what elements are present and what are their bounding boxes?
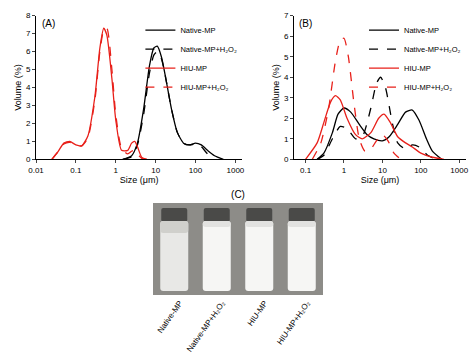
svg-text:Volume (%): Volume (%) (271, 64, 281, 111)
svg-text:1000: 1000 (226, 166, 244, 175)
svg-text:0: 0 (26, 155, 31, 164)
svg-text:10: 10 (151, 166, 160, 175)
svg-text:Native-MP+H₂O₂: Native-MP+H₂O₂ (180, 45, 237, 54)
svg-text:7: 7 (284, 11, 289, 20)
svg-text:HIU-MP: HIU-MP (180, 64, 207, 73)
svg-text:1: 1 (26, 137, 31, 146)
svg-text:1: 1 (114, 166, 119, 175)
svg-text:(B): (B) (299, 18, 312, 29)
svg-text:Native-MP+H₂O₂: Native-MP+H₂O₂ (404, 45, 461, 54)
svg-text:HIU-MP+H₂O₂: HIU-MP+H₂O₂ (404, 83, 452, 92)
svg-text:HIU-MP+H₂O₂: HIU-MP+H₂O₂ (275, 299, 312, 346)
svg-text:100: 100 (414, 166, 428, 175)
svg-text:100: 100 (189, 166, 203, 175)
svg-text:Native-MP: Native-MP (404, 26, 439, 35)
svg-text:7: 7 (26, 29, 31, 38)
svg-text:0.01: 0.01 (28, 166, 44, 175)
svg-text:5: 5 (284, 53, 289, 62)
svg-text:Size (μm): Size (μm) (120, 175, 159, 185)
svg-text:3: 3 (26, 101, 31, 110)
svg-text:4: 4 (26, 83, 31, 92)
svg-text:6: 6 (284, 32, 289, 41)
svg-text:Native-MP: Native-MP (156, 299, 185, 335)
svg-text:6: 6 (26, 47, 31, 56)
svg-text:0: 0 (284, 155, 289, 164)
svg-text:4: 4 (284, 73, 289, 82)
svg-text:10: 10 (378, 166, 387, 175)
svg-text:HIU-MP: HIU-MP (404, 64, 431, 73)
svg-text:8: 8 (26, 11, 31, 20)
svg-text:HIU-MP+H₂O₂: HIU-MP+H₂O₂ (180, 83, 228, 92)
svg-text:1000: 1000 (450, 166, 468, 175)
svg-text:Native-MP+H₂O₂: Native-MP+H₂O₂ (185, 299, 227, 353)
svg-text:Size (μm): Size (μm) (361, 175, 400, 185)
svg-text:2: 2 (26, 119, 31, 128)
svg-text:2: 2 (284, 114, 289, 123)
svg-text:0.1: 0.1 (300, 166, 312, 175)
svg-text:1: 1 (284, 135, 289, 144)
svg-text:0.1: 0.1 (70, 166, 82, 175)
svg-text:(A): (A) (42, 18, 55, 29)
svg-text:Native-MP: Native-MP (180, 26, 215, 35)
svg-text:3: 3 (284, 94, 289, 103)
svg-text:1: 1 (342, 166, 347, 175)
svg-text:Volume (%): Volume (%) (13, 64, 23, 111)
svg-text:HIU-MP: HIU-MP (246, 299, 270, 327)
svg-text:(C): (C) (231, 189, 245, 200)
svg-text:5: 5 (26, 65, 31, 74)
